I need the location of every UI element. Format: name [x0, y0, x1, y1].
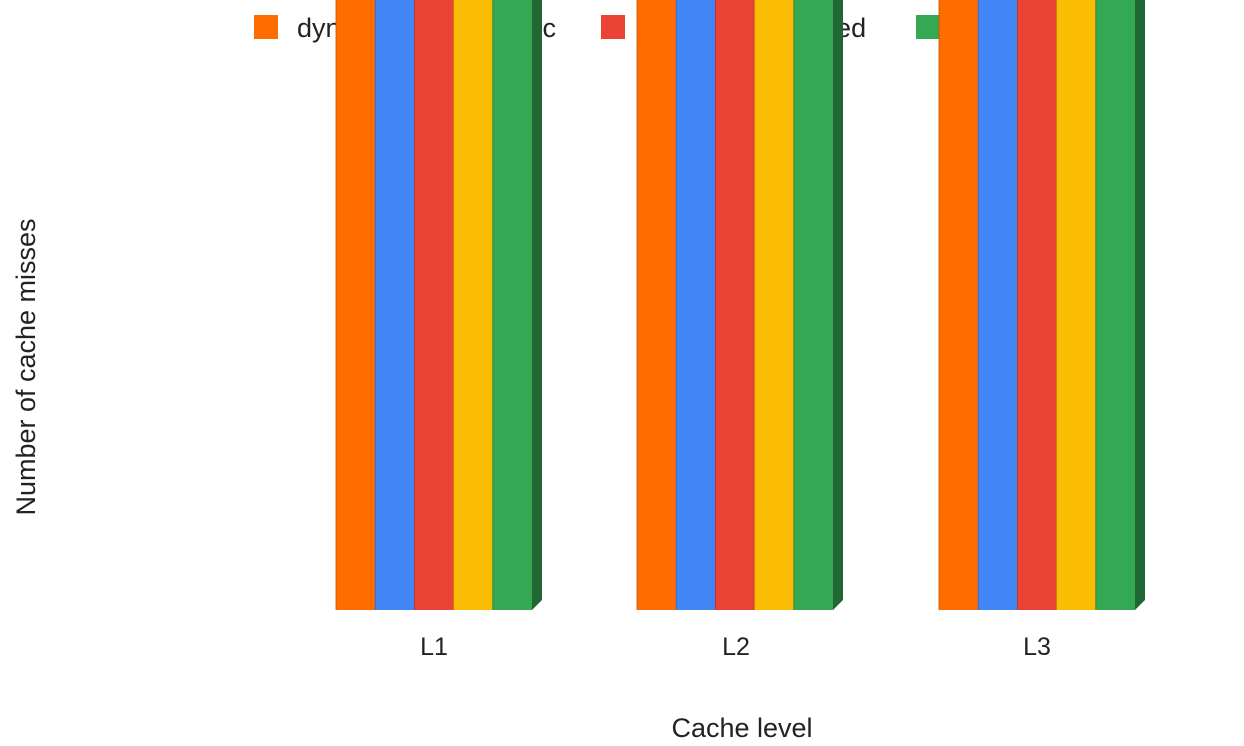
- bar-group-l2: [636, 0, 843, 611]
- bar-front: [939, 0, 979, 610]
- x-axis-ticks: L1 L2 L3: [420, 633, 1051, 661]
- x-tick-label-l3: L3: [1023, 633, 1051, 661]
- x-tick-label-l1: L1: [420, 633, 448, 661]
- bar-front: [978, 0, 1018, 610]
- bar-front: [676, 0, 716, 610]
- bar-side: [532, 0, 542, 610]
- bar-front: [453, 0, 493, 610]
- bar-front: [637, 0, 677, 611]
- bars: [335, 0, 1145, 611]
- bar-front: [375, 0, 415, 610]
- bar-front: [1056, 0, 1096, 610]
- x-axis-title: Cache level: [671, 713, 812, 743]
- bar-front: [492, 0, 532, 610]
- bar-front: [715, 0, 755, 610]
- bar-group-l1: [335, 0, 542, 610]
- bar-side: [1135, 0, 1145, 610]
- bar-side: [833, 0, 843, 610]
- bar-front: [414, 0, 454, 610]
- legend-swatch: [254, 15, 278, 39]
- bar-front: [1095, 0, 1135, 610]
- bar: [492, 0, 542, 610]
- x-tick-label-l2: L2: [722, 633, 750, 661]
- bar: [1095, 0, 1145, 610]
- bar-front: [336, 0, 376, 610]
- bar-front: [793, 0, 833, 610]
- legend-swatch: [916, 15, 940, 39]
- bar-front: [1017, 0, 1057, 610]
- y-axis-title: Number of cache misses: [11, 218, 41, 515]
- legend-swatch: [601, 15, 625, 39]
- bar-group-l3: [938, 0, 1145, 610]
- bar-front: [754, 0, 794, 610]
- bar: [793, 0, 843, 610]
